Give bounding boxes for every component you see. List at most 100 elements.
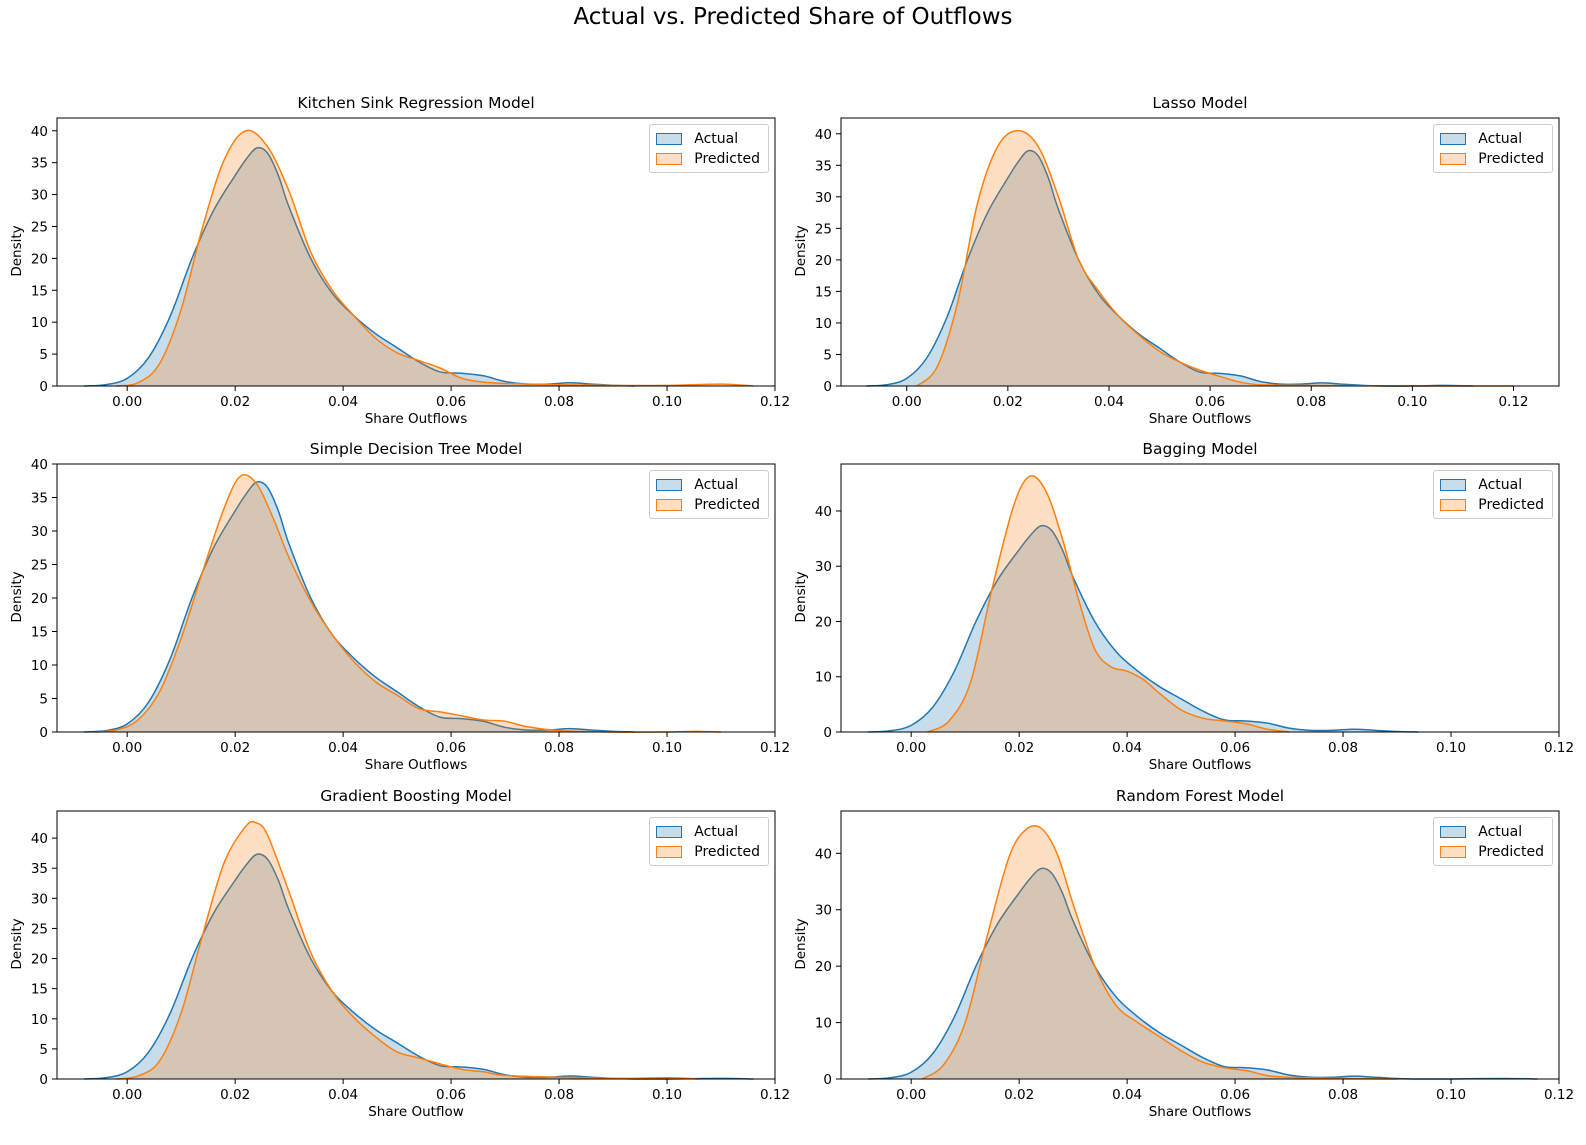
legend-entry-predicted: Predicted — [1440, 495, 1544, 515]
x-tick-label: 0.02 — [220, 740, 250, 756]
y-tick-label: 40 — [31, 124, 48, 140]
x-axis-label: Share Outflows — [1148, 757, 1252, 773]
density-line-actual — [83, 853, 754, 1080]
y-tick-label: 30 — [815, 559, 832, 575]
y-tick-label: 35 — [31, 861, 48, 877]
density-area-actual — [83, 481, 635, 732]
x-tick-label: 0.02 — [220, 1087, 250, 1103]
x-tick-label: 0.06 — [436, 740, 466, 756]
y-tick-label: 20 — [815, 959, 832, 975]
y-tick-label: 0 — [823, 725, 832, 741]
y-tick-label: 40 — [31, 457, 48, 473]
y-tick-label: 30 — [31, 891, 48, 907]
plot-area: 0.00 0.02 0.04 0.06 0.08 0.10 0.12 0 10 20 30 40 — [815, 810, 1574, 1103]
density-area-predicted — [94, 474, 722, 733]
y-axis-label: Density — [793, 918, 809, 970]
x-tick-label: 0.10 — [1397, 394, 1427, 410]
legend-swatch-predicted — [656, 153, 683, 165]
x-tick-label: 0.10 — [1436, 740, 1466, 756]
y-tick-label: 20 — [815, 253, 832, 269]
x-tick-label: 0.02 — [220, 394, 250, 410]
legend-label: Predicted — [694, 844, 760, 860]
panel-title: Random Forest Model — [1115, 787, 1285, 805]
x-tick-label: 0.00 — [896, 740, 926, 756]
x-tick-label: 0.02 — [993, 394, 1023, 410]
legend-entry-actual: Actual — [656, 129, 760, 149]
x-tick-label: 0.08 — [544, 1087, 574, 1103]
legend-swatch-actual — [656, 826, 683, 838]
x-axis-label: Share Outflows — [364, 757, 468, 773]
x-tick-label: 0.12 — [760, 740, 790, 756]
x-tick-label: 0.04 — [1112, 1087, 1142, 1103]
x-tick-label: 0.00 — [112, 394, 142, 410]
legend-swatch-predicted — [1440, 499, 1467, 511]
y-axis-label: Density — [9, 225, 25, 277]
x-tick-label: 0.12 — [1544, 1087, 1574, 1103]
panel-title: Kitchen Sink Regression Model — [297, 94, 535, 112]
y-tick-label: 0 — [823, 1072, 832, 1088]
x-tick-label: 0.04 — [1094, 394, 1124, 410]
plot-area: 0.00 0.02 0.04 0.06 0.08 0.10 0.12 0 5 10 15 20 25 30… — [31, 810, 790, 1103]
x-tick-label: 0.08 — [1328, 1087, 1358, 1103]
y-tick-label: 25 — [815, 221, 832, 237]
x-tick-label: 0.10 — [652, 1087, 682, 1103]
legend-entry-predicted: Predicted — [1440, 149, 1544, 169]
legend-entry-actual: Actual — [1440, 822, 1544, 842]
legend-label: Actual — [694, 477, 739, 493]
legend-label: Actual — [1478, 131, 1523, 147]
y-tick-label: 5 — [39, 347, 48, 363]
legend-entry-predicted: Predicted — [656, 149, 760, 169]
legend-entry-actual: Actual — [656, 475, 760, 495]
x-tick-label: 0.10 — [652, 394, 682, 410]
density-area-predicted — [116, 130, 754, 386]
y-tick-label: 5 — [823, 347, 832, 363]
density-area-predicted — [116, 821, 700, 1079]
chart-panel-5: 0.00 0.02 0.04 0.06 0.08 0.10 0.12 0 5 10 15 20 25 30… — [9, 787, 790, 1120]
legend-label: Actual — [694, 824, 739, 840]
y-tick-label: 15 — [31, 625, 48, 641]
x-tick-label: 0.00 — [112, 740, 142, 756]
legend-swatch-actual — [1440, 479, 1467, 491]
x-tick-label: 0.10 — [652, 740, 682, 756]
y-tick-label: 10 — [31, 315, 48, 331]
plot-area: 0.00 0.02 0.04 0.06 0.08 0.10 0.12 0 5 10 15 20 25 30… — [31, 457, 790, 756]
y-axis-label: Density — [9, 918, 25, 970]
legend-swatch-actual — [656, 479, 683, 491]
figure-title: Actual vs. Predicted Share of Outflows — [573, 4, 1013, 30]
legend-entry-actual: Actual — [656, 822, 760, 842]
y-tick-label: 20 — [31, 591, 48, 607]
y-axis-label: Density — [9, 571, 25, 623]
y-tick-label: 5 — [39, 692, 48, 708]
legend-swatch-predicted — [656, 846, 683, 858]
x-tick-label: 0.12 — [760, 1087, 790, 1103]
density-line-actual — [867, 524, 1419, 733]
y-axis-label: Density — [793, 225, 809, 277]
legend-label: Predicted — [694, 151, 760, 167]
y-tick-label: 20 — [31, 251, 48, 267]
legend: Actual Predicted — [649, 817, 769, 866]
y-tick-label: 20 — [31, 952, 48, 968]
legend-label: Predicted — [1478, 497, 1544, 513]
chart-panel-1: 0.00 0.02 0.04 0.06 0.08 0.10 0.12 0 5 10 15 20 25 30… — [9, 94, 790, 427]
legend-swatch-actual — [1440, 133, 1467, 145]
legend: Actual Predicted — [649, 470, 769, 519]
y-tick-label: 40 — [815, 127, 832, 143]
panel-title: Bagging Model — [1142, 440, 1258, 458]
x-tick-label: 0.00 — [892, 394, 922, 410]
y-tick-label: 30 — [31, 524, 48, 540]
legend-label: Actual — [694, 131, 739, 147]
x-tick-label: 0.00 — [896, 1087, 926, 1103]
legend: Actual Predicted — [1433, 470, 1553, 519]
x-tick-label: 0.10 — [1436, 1087, 1466, 1103]
y-tick-label: 30 — [815, 190, 832, 206]
y-tick-label: 35 — [31, 156, 48, 172]
y-tick-label: 25 — [31, 921, 48, 937]
legend-label: Predicted — [694, 497, 760, 513]
y-tick-label: 35 — [31, 491, 48, 507]
legend-entry-predicted: Predicted — [656, 495, 760, 515]
legend-label: Predicted — [1478, 151, 1544, 167]
legend-entry-actual: Actual — [1440, 475, 1544, 495]
y-tick-label: 40 — [31, 831, 48, 847]
density-line-predicted — [921, 825, 1398, 1080]
x-tick-label: 0.00 — [112, 1087, 142, 1103]
